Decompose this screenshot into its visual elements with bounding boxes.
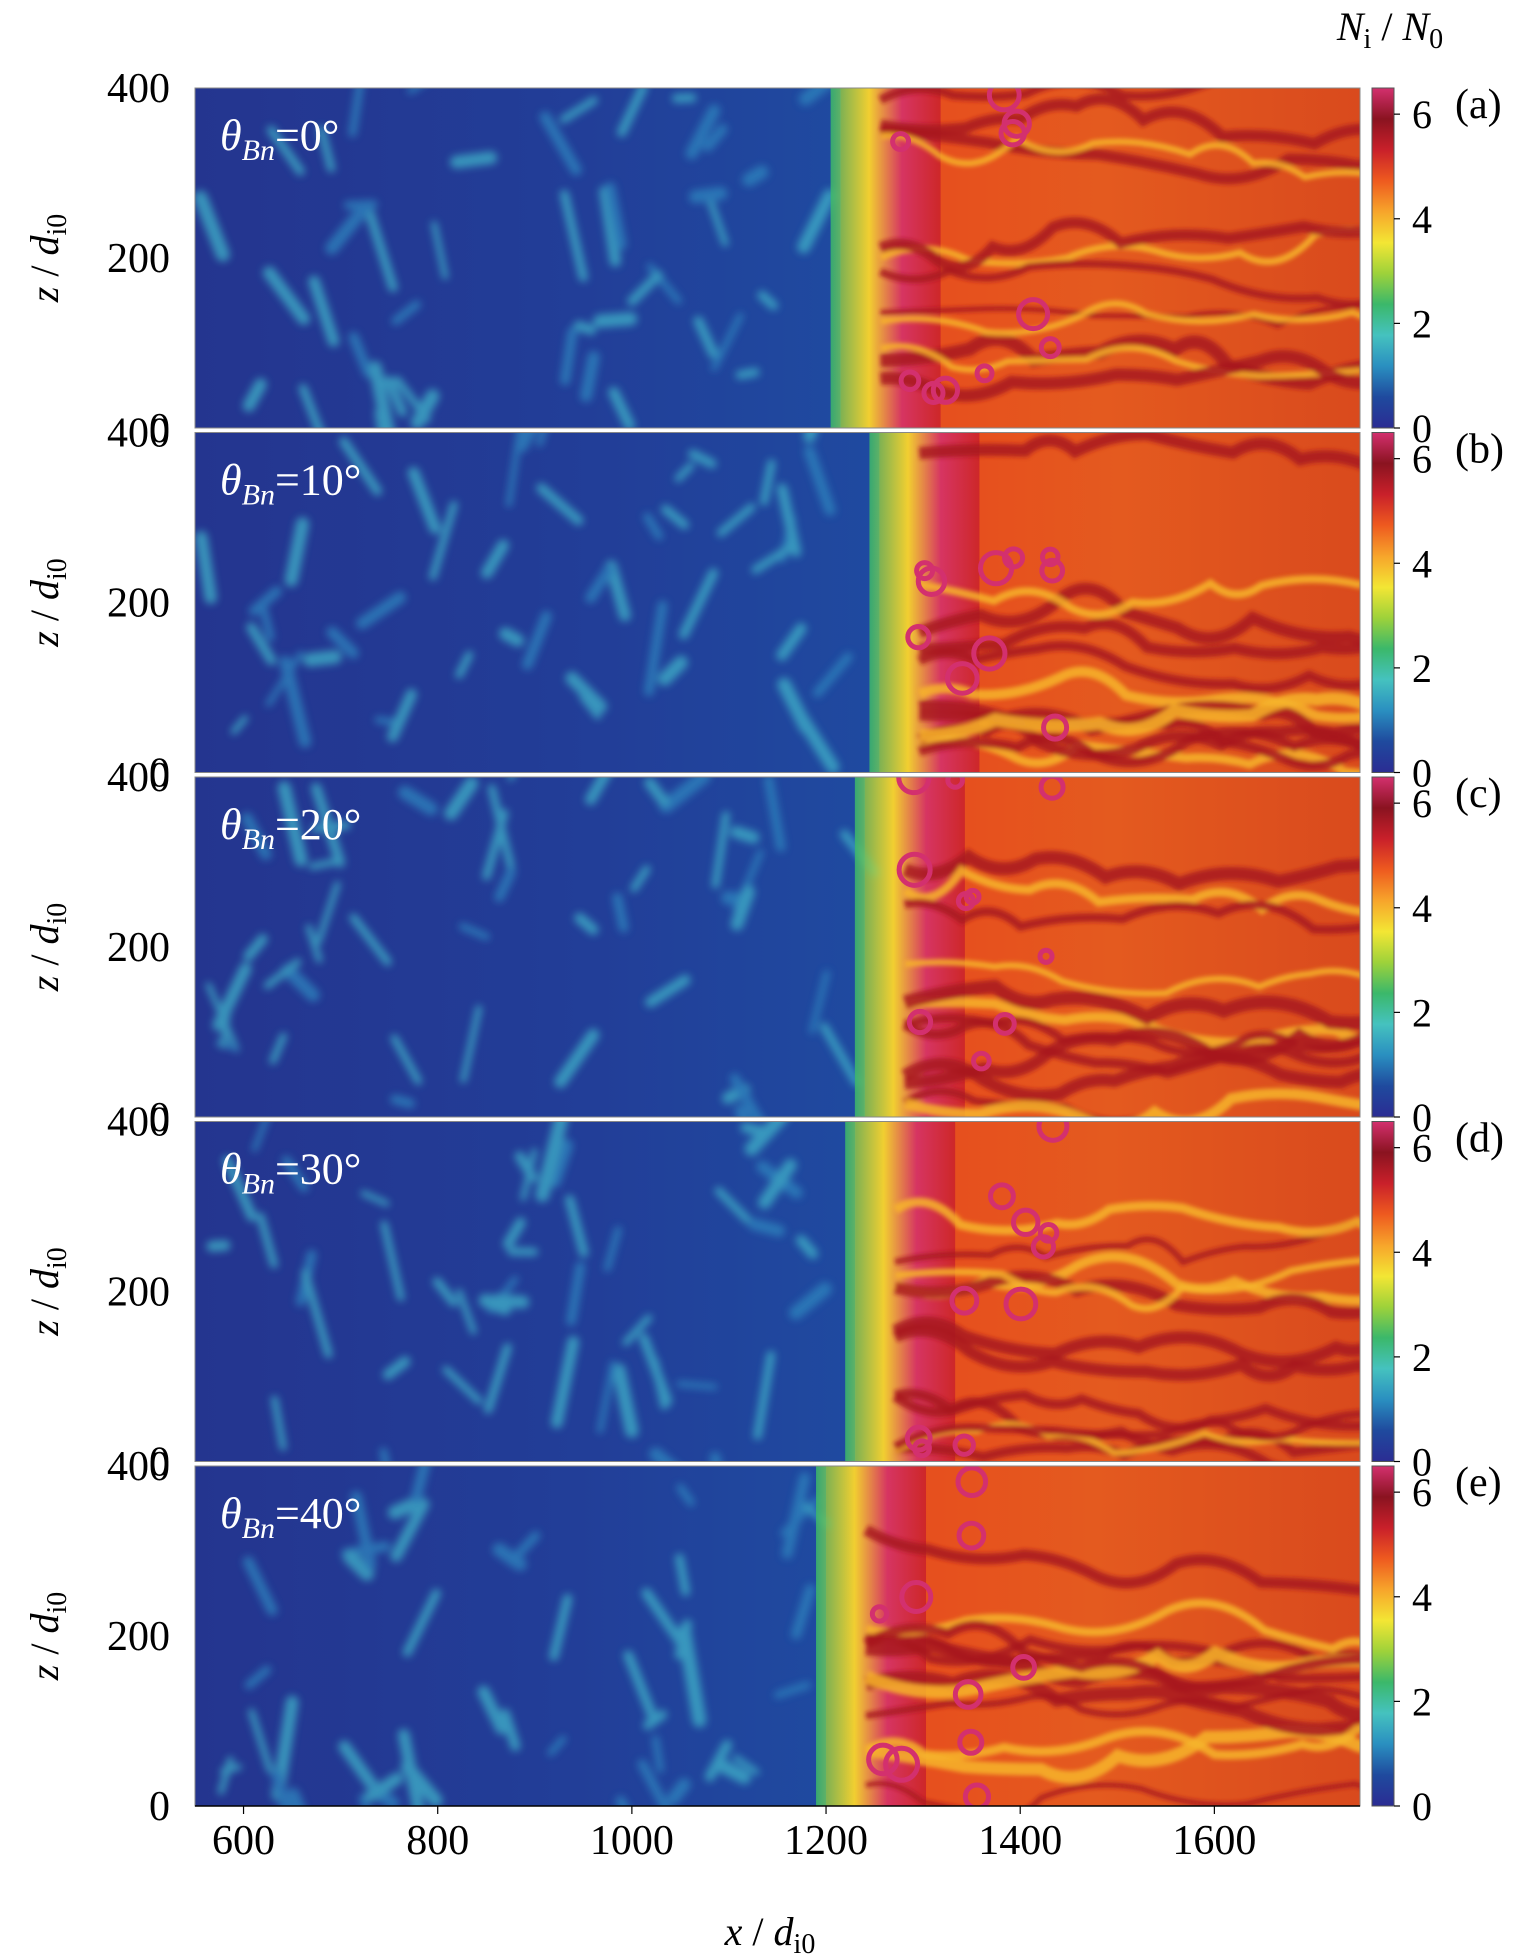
x-tick-labels: 600 800 1000 1200 1400 1600 [212,1806,1256,1864]
colorbar: 0 2 4 6 [1371,87,1432,451]
colorbar-tick-label: 6 [1412,1126,1432,1171]
y-tick-labels: 0 200 400 [107,755,170,1141]
colorbar-tick-label: 4 [1412,1230,1432,1275]
upstream-waves [206,1121,832,1462]
colorbar-label: Ni / N0 [1336,4,1443,55]
colorbar-tick-label: 4 [1412,886,1432,931]
density-filaments [878,88,1360,402]
y-tick-label: 200 [107,925,170,971]
y-tick-label: 200 [107,1270,170,1316]
y-tick-labels: 0 200 400 [107,411,170,797]
x-tick-label: 1600 [1172,1818,1256,1864]
x-axis: 600 800 1000 1200 1400 1600 x / di0 [195,1805,1360,1955]
theta-label: θBn=30° [220,1145,361,1201]
panel-label: (a) [1455,82,1502,128]
colorbar-tick-label: 6 [1412,1470,1432,1515]
panel-frame [194,776,1361,1118]
panel-frame [194,87,1361,429]
colorbar-tick-label: 0 [1412,1440,1432,1485]
x-tick-label: 1000 [590,1818,674,1864]
heatmap [195,1121,1360,1462]
colorbar: 0 2 4 6 [1371,776,1432,1140]
y-tick-label: 400 [107,755,170,801]
y-axis-label: z / di0 [22,1247,73,1336]
colorbar-tick-label: 2 [1412,301,1432,346]
panel-label: (d) [1455,1116,1504,1162]
colorbar-tick-label: 6 [1412,437,1432,482]
panel-d: 0 200 400 z / di0 θBn=30° 0 2 4 6 (d) [22,1100,1504,1486]
x-tick-label: 1200 [784,1818,868,1864]
y-tick-labels: 0 200 400 [107,66,170,452]
panel-frame [194,432,1361,773]
panel-label: (e) [1455,1460,1502,1506]
panel-e: 0 200 400 z / di0 θBn=40° 0 2 4 6 (e) [22,1444,1502,1830]
x-tick-label: 800 [406,1818,469,1864]
panel-label: (c) [1455,771,1502,817]
y-tick-labels: 0 200 400 [107,1100,170,1486]
colorbar-tick-label: 0 [1412,751,1432,796]
panel-a: 0 200 400 z / di0 θBn=0° 0 2 4 6 (a) [22,66,1502,452]
colorbar-tick-label: 6 [1412,781,1432,826]
colorbar-tick-label: 0 [1412,1095,1432,1140]
upstream-waves [195,432,853,773]
density-filaments [892,1197,1360,1462]
colorbar-tick-label: 4 [1412,541,1432,586]
panel-frame [194,1121,1361,1462]
theta-label: θBn=0° [220,111,339,167]
y-tick-label: 400 [107,66,170,112]
colorbar-tick-label: 4 [1412,1575,1432,1620]
colorbar-tick-label: 2 [1412,1679,1432,1724]
upstream-region [195,88,841,428]
y-tick-label: 200 [107,581,170,627]
theta-label: θBn=10° [220,456,361,512]
y-axis-label: z / di0 [22,558,73,647]
y-tick-label: 0 [149,1095,170,1141]
colorbar-tick-label: 4 [1412,197,1432,242]
y-tick-label: 400 [107,1444,170,1490]
panel-b: 0 200 400 z / di0 θBn=10° 0 2 4 6 (b) [22,411,1504,797]
upstream-waves [217,1466,832,1806]
y-tick-labels: 0 200 400 [107,1444,170,1830]
colorbar-tick-label: 6 [1412,92,1432,137]
heatmap [195,432,1360,773]
colorbar-tick-label: 0 [1412,406,1432,451]
y-tick-label: 0 [149,1784,170,1830]
y-tick-label: 200 [107,1614,170,1660]
theta-label: θBn=40° [220,1489,361,1545]
colorbar-tick-label: 2 [1412,1335,1432,1380]
y-tick-label: 400 [107,411,170,457]
x-tick-label: 1400 [978,1818,1062,1864]
y-tick-label: 0 [149,751,170,797]
colorbar: 0 2 4 6 [1371,432,1432,796]
colorbar-tick-label: 2 [1412,990,1432,1035]
y-tick-label: 200 [107,236,170,282]
colorbar: 0 2 4 6 [1371,1121,1432,1485]
panel-c: 0 200 400 z / di0 θBn=20° 0 2 4 6 (c) [22,755,1502,1141]
y-axis-label: z / di0 [22,1592,73,1681]
density-filaments [863,1525,1360,1806]
colorbar: 0 2 4 6 [1371,1465,1432,1829]
heatmap [195,1466,1360,1806]
y-axis-label: z / di0 [22,903,73,992]
heatmap [195,88,1360,428]
colorbar-tick-label: 0 [1412,1784,1432,1829]
y-tick-label: 0 [149,406,170,452]
y-tick-label: 400 [107,1100,170,1146]
y-axis-label: z / di0 [22,214,73,303]
y-tick-label: 0 [149,1440,170,1486]
colorbar-tick-label: 2 [1412,646,1432,691]
x-axis-label: x / di0 [724,1909,816,1955]
theta-label: θBn=20° [220,800,361,856]
panel-label: (b) [1455,427,1504,473]
heatmap [195,777,1360,1117]
x-tick-label: 600 [212,1818,275,1864]
upstream-waves [195,88,837,428]
